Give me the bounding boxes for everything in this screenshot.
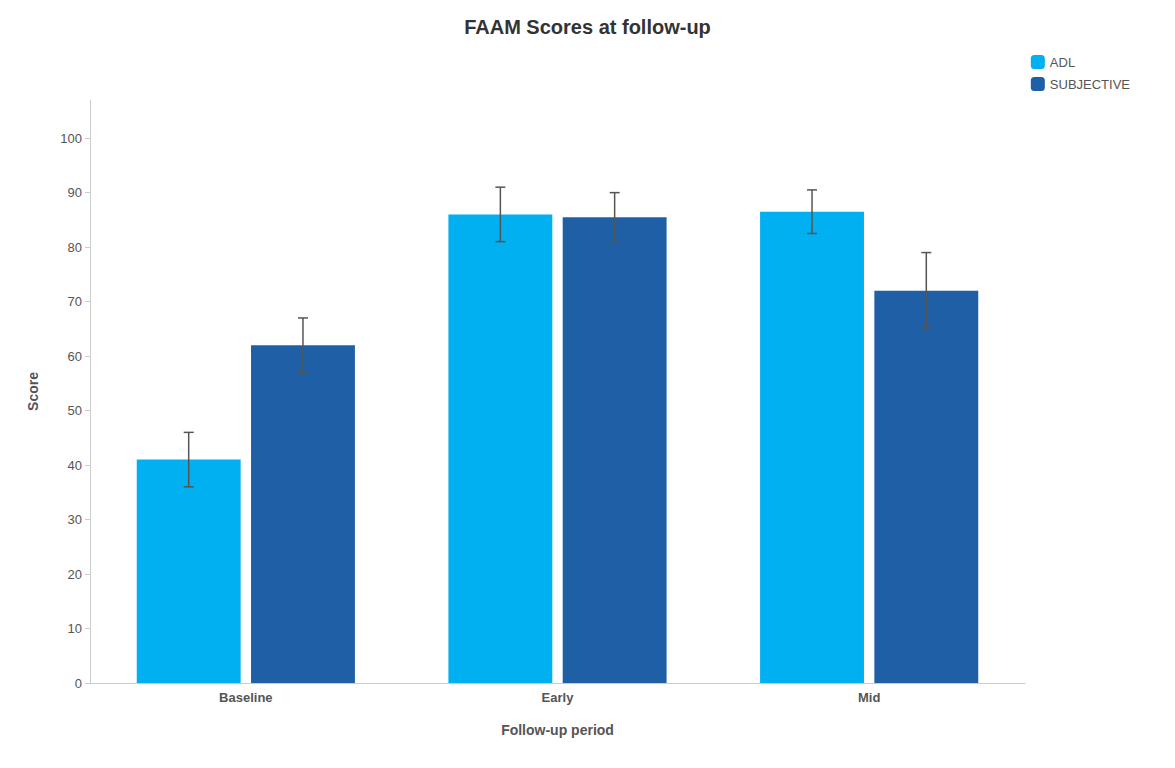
svg-text:SUBJECTIVE: SUBJECTIVE (1050, 77, 1131, 92)
svg-text:30: 30 (68, 512, 82, 527)
svg-text:Follow-up period: Follow-up period (501, 722, 614, 738)
svg-text:20: 20 (68, 567, 82, 582)
svg-text:Score: Score (25, 372, 41, 411)
svg-text:70: 70 (68, 294, 82, 309)
svg-text:10: 10 (68, 621, 82, 636)
svg-text:40: 40 (68, 458, 82, 473)
svg-text:Early: Early (542, 690, 575, 705)
svg-text:60: 60 (68, 349, 82, 364)
svg-text:90: 90 (68, 185, 82, 200)
svg-text:ADL: ADL (1050, 55, 1075, 70)
svg-text:Baseline: Baseline (219, 690, 272, 705)
svg-text:50: 50 (68, 403, 82, 418)
svg-text:Mid: Mid (858, 690, 880, 705)
svg-text:FAAM Scores at follow-up: FAAM Scores at follow-up (464, 16, 711, 38)
svg-text:0: 0 (75, 676, 82, 691)
svg-text:100: 100 (60, 131, 82, 146)
svg-text:80: 80 (68, 240, 82, 255)
